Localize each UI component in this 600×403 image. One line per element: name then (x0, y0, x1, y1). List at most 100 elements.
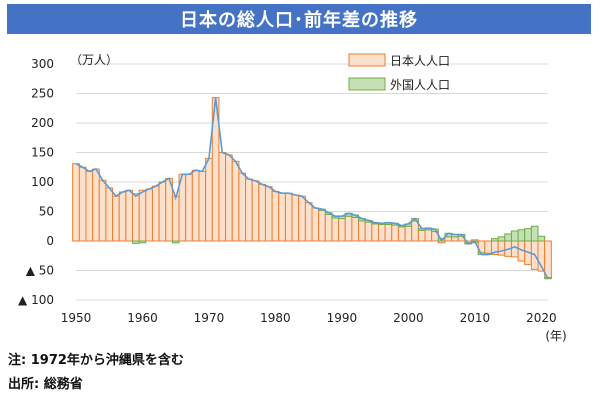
japanese-pop-bar (364, 221, 373, 242)
foreign-pop-bar (138, 240, 147, 244)
japanese-pop-bar (151, 185, 160, 242)
japanese-pop-bar (198, 170, 207, 242)
japanese-pop-bar (105, 187, 114, 242)
japanese-pop-bar (125, 189, 134, 242)
x-tick-label: 1950 (61, 311, 92, 325)
japanese-pop-bar (112, 195, 120, 242)
japanese-pop-bar (331, 217, 340, 242)
japanese-pop-bar (191, 169, 200, 242)
japanese-pop-bar (138, 189, 147, 242)
y-tick-label: 100 (31, 175, 54, 189)
foreign-pop-bar (517, 229, 526, 242)
foreign-pop-bar (524, 228, 532, 242)
japanese-pop-bar (324, 213, 333, 242)
japanese-pop-bar (377, 223, 386, 242)
japanese-pop-bar (371, 223, 379, 242)
footnote-note: 注: 1972年から沖縄県を含む (8, 353, 184, 368)
japanese-pop-bar (132, 193, 140, 242)
japanese-pop-bar (205, 157, 213, 242)
japanese-pop-bar (271, 190, 280, 242)
x-tick-label: 2010 (460, 311, 491, 325)
japanese-pop-bar (251, 180, 260, 242)
japanese-pop-bar (85, 170, 94, 242)
japanese-pop-bar (238, 172, 247, 242)
japanese-pop-bar (497, 240, 506, 256)
total-population-line (75, 97, 549, 280)
japanese-pop-bar (78, 166, 87, 242)
y-tick-label: 300 (31, 57, 54, 71)
japanese-pop-bar (298, 195, 306, 242)
y-tick-label: 0 (46, 234, 54, 248)
japanese-pop-bar (358, 220, 366, 242)
japanese-pop-bar (284, 192, 293, 242)
foreign-pop-bar (132, 240, 140, 244)
foreign-pop-bar (510, 230, 519, 242)
footnote-source: 出所: 総務省 (8, 377, 83, 392)
axes: 300 250 200 150 100 50 0 ▲ 50 ▲ 100 1950 1960 1970 1… (18, 53, 567, 343)
japanese-pop-bar (118, 191, 127, 242)
japanese-pop-bar (451, 236, 459, 242)
total-line-layer (75, 97, 549, 280)
japanese-pop-bar (384, 223, 393, 242)
y-tick-label: ▲ 50 (26, 264, 54, 278)
japanese-pop-bar (72, 163, 80, 242)
x-tick-label: 1960 (127, 311, 158, 325)
legend-swatch (348, 77, 386, 91)
chart-title: 日本の総人口･前年差の推移 (7, 4, 591, 34)
japanese-pop-bar (218, 152, 227, 242)
legend-swatch (348, 53, 386, 67)
japanese-pop-bar (264, 186, 273, 242)
foreign-pop-bar (537, 235, 546, 242)
gridlines (76, 63, 548, 301)
japanese-pop-bar (411, 220, 419, 242)
japanese-pop-bar (165, 177, 173, 242)
foreign-pop-bar (504, 233, 512, 242)
japanese-pop-bar (145, 188, 153, 242)
japanese-pop-bar (484, 240, 492, 254)
japanese-pop-bar (245, 178, 253, 242)
japanese-pop-bar (258, 183, 266, 242)
y-tick-label: 200 (31, 116, 54, 130)
japanese-pop-bar (424, 229, 433, 242)
foreign-pop-bar (497, 236, 506, 242)
legend-label: 日本人人口 (390, 54, 450, 68)
japanese-pop-bar (291, 194, 300, 242)
japanese-pop-bar (92, 168, 100, 242)
japanese-pop-bar (510, 240, 519, 258)
x-tick-label: 2020 (526, 311, 557, 325)
y-tick-label: ▲ 100 (18, 293, 54, 307)
y-tick-label: 50 (39, 205, 54, 219)
japanese-pop-bar (225, 154, 233, 242)
japanese-pop-bar (304, 202, 313, 242)
japanese-pop-bar (231, 160, 240, 242)
japanese-pop-bar (351, 216, 360, 242)
japanese-pop-bar (397, 226, 406, 242)
japanese-pop-bar (171, 195, 180, 242)
japanese-pop-bar (544, 240, 552, 279)
foreign-pop-bar (171, 240, 180, 244)
legend-label: 外国人人口 (390, 78, 450, 92)
foreign-pop-bar (490, 238, 499, 242)
y-tick-label: 150 (31, 146, 54, 160)
japanese-pop-bar (158, 181, 167, 242)
y-unit-label: （万人） (70, 53, 118, 67)
japanese-pop-bar (404, 225, 413, 242)
x-tick-label: 1980 (260, 311, 291, 325)
x-tick-label: 2000 (393, 311, 424, 325)
japanese-pop-bar (185, 173, 193, 242)
japanese-pop-bar (311, 207, 320, 242)
foreign-pop-bar (530, 225, 539, 242)
japanese-pop-bar (338, 218, 346, 242)
y-tick-label: 250 (31, 87, 54, 101)
japanese-pop-bar (98, 179, 107, 242)
japanese-pop-bar (391, 224, 399, 242)
x-tick-label: 1970 (194, 311, 225, 325)
japanese-pop-bar (417, 229, 426, 242)
japanese-pop-bar (278, 192, 286, 242)
japanese-pop-bar (318, 209, 326, 242)
japanese-pop-bar (444, 236, 453, 242)
x-unit-label: (年) (545, 329, 566, 343)
x-tick-label: 1990 (327, 311, 358, 325)
